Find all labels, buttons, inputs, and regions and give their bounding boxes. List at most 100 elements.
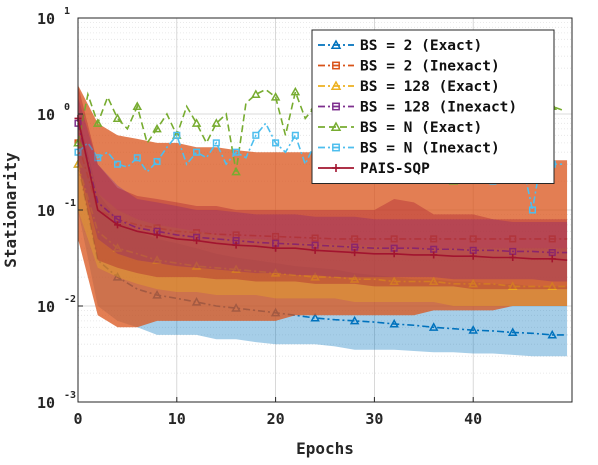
legend-entry: PAIS-SQP — [318, 161, 430, 177]
data-point — [272, 244, 280, 252]
data-point — [191, 261, 202, 270]
x-tick-label: 40 — [464, 410, 482, 428]
data-point — [173, 131, 181, 139]
y-tick-label: 10 — [37, 394, 55, 412]
data-point — [290, 86, 301, 96]
legend-entry: BS = 2 (Inexact) — [318, 59, 500, 75]
data-point — [113, 160, 122, 168]
legend-label: PAIS-SQP — [360, 161, 430, 177]
y-tick-exponent: -3 — [64, 390, 76, 401]
data-point — [114, 221, 122, 229]
data-point — [193, 237, 201, 245]
data-point — [332, 61, 340, 70]
data-point — [468, 325, 478, 334]
data-point — [330, 39, 342, 49]
legend-label: BS = N (Inexact) — [360, 141, 500, 157]
data-point — [469, 235, 477, 243]
data-point — [270, 92, 281, 101]
legend-entry: BS = N (Exact) — [318, 120, 482, 136]
data-point — [390, 250, 398, 258]
data-point — [389, 276, 399, 286]
data-point — [547, 329, 558, 339]
series-line — [77, 163, 568, 288]
x-axis-label: Epochs — [296, 439, 354, 458]
legend-label: BS = 2 (Inexact) — [360, 59, 500, 75]
data-point — [430, 251, 438, 259]
series-6 — [74, 85, 568, 290]
data-point — [428, 276, 439, 286]
data-point — [152, 123, 162, 133]
data-point — [548, 235, 556, 243]
legend-entry: BS = 2 (Exact) — [318, 38, 482, 54]
series-band — [78, 123, 568, 306]
data-point — [153, 157, 161, 166]
data-point — [231, 264, 241, 274]
data-point — [272, 139, 280, 147]
data-point — [310, 272, 320, 281]
x-tick-label: 10 — [168, 410, 186, 428]
data-point — [193, 229, 201, 237]
data-point — [112, 113, 123, 122]
data-point — [94, 154, 102, 162]
legend-entry: BS = 128 (Inexact) — [318, 100, 517, 116]
data-point — [349, 315, 360, 325]
data-point — [231, 166, 241, 176]
data-point — [112, 243, 123, 252]
data-point — [332, 164, 340, 172]
x-tick-label: 30 — [365, 410, 383, 428]
data-point — [132, 101, 143, 110]
y-axis-label: Stationarity — [1, 152, 20, 268]
x-tick-label: 0 — [73, 410, 82, 428]
legend-entry: BS = N (Inexact) — [318, 141, 500, 157]
data-point — [507, 281, 518, 290]
series-layer — [73, 85, 568, 357]
data-point — [351, 235, 359, 243]
data-point — [428, 322, 439, 331]
x-tick-label: 20 — [267, 410, 285, 428]
data-point — [152, 255, 162, 264]
data-point — [547, 281, 558, 290]
data-point — [232, 148, 240, 156]
data-point — [270, 268, 281, 277]
series-band — [78, 97, 568, 282]
data-point — [330, 80, 342, 90]
data-point — [191, 118, 202, 127]
data-point — [332, 143, 340, 152]
y-tick-label: 10 — [37, 106, 55, 124]
data-point — [252, 131, 260, 139]
data-point — [389, 318, 399, 328]
series-band — [78, 85, 568, 290]
data-point — [311, 246, 319, 254]
data-point — [153, 231, 161, 239]
data-point — [469, 252, 477, 260]
legend: BS = 2 (Exact) BS = 2 (Inexact) BS = 128 (… — [311, 29, 555, 184]
y-tick-exponent: 1 — [64, 6, 70, 17]
y-tick-label: 10 — [37, 10, 55, 28]
data-point — [310, 312, 320, 322]
data-point — [232, 241, 240, 249]
y-tick-exponent: -1 — [64, 198, 76, 209]
y-tick-exponent: 0 — [64, 102, 70, 113]
data-point — [507, 327, 518, 337]
data-point — [133, 154, 141, 162]
series-2 — [73, 123, 568, 306]
data-point — [468, 278, 478, 288]
ticks: 0 10 20 30 40 10 -3 10 -2 10 -1 10 0 10 1 — [37, 6, 482, 428]
data-point — [211, 118, 222, 127]
data-point — [272, 232, 280, 241]
y-tick-exponent: -2 — [64, 294, 76, 305]
data-point — [212, 139, 220, 147]
data-point — [390, 235, 398, 243]
legend-label: BS = N (Exact) — [360, 120, 482, 136]
data-point — [509, 254, 517, 262]
data-point — [251, 89, 261, 98]
legend-label: BS = 2 (Exact) — [360, 38, 482, 54]
data-point — [311, 234, 319, 242]
data-point — [351, 249, 359, 257]
data-point — [193, 148, 201, 156]
data-point — [349, 274, 360, 283]
data-point — [509, 235, 517, 243]
legend-entry: BS = 128 (Exact) — [318, 79, 500, 95]
data-point — [548, 255, 556, 263]
